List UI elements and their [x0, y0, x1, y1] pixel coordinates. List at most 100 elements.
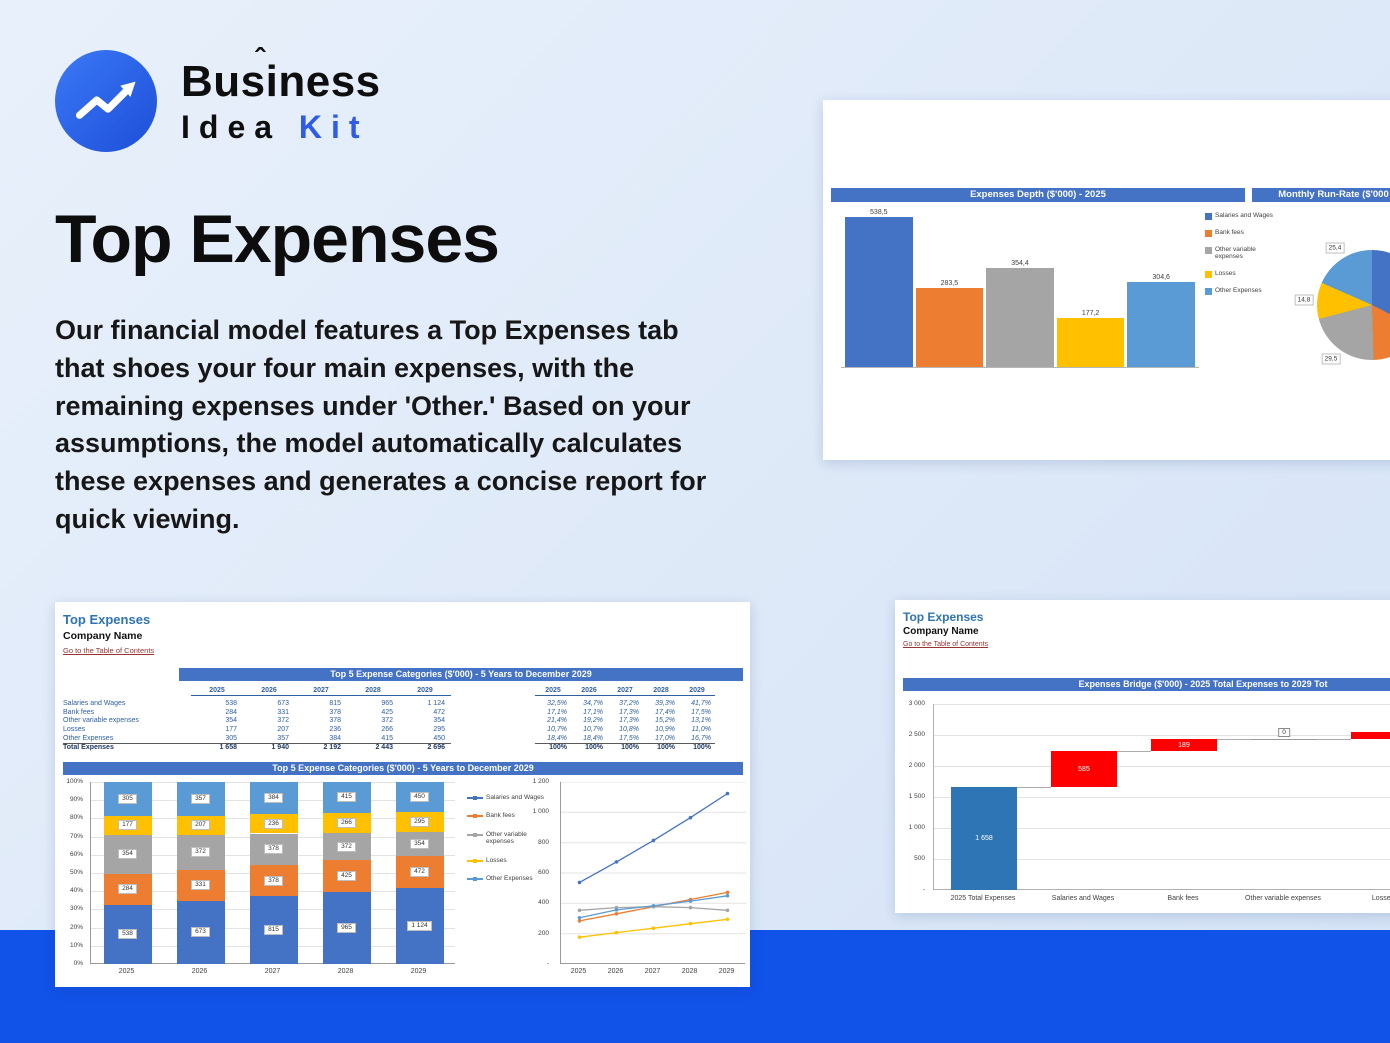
legend-label: Bank fees [486, 812, 515, 820]
stack-segment: 372 [176, 834, 225, 870]
y-tick-label: 800 [538, 838, 549, 846]
bar-column: 304,6 [1127, 274, 1195, 367]
value-cell: 1 124 [427, 699, 445, 707]
row-label: Bank fees [63, 708, 95, 716]
connector-line [1317, 739, 1351, 741]
pct-cell: 100% [693, 744, 711, 752]
x-tick-label: Other variable expenses [1245, 895, 1321, 902]
toc-link[interactable]: Go to the Table of Contents [903, 641, 989, 648]
segment-value-label: 673 [191, 927, 210, 938]
y-tick-label: 2 000 [908, 762, 925, 769]
gridline [934, 828, 1390, 829]
stack-segment: 266 [322, 812, 371, 833]
value-cell: 378 [329, 708, 341, 716]
table-row: Other Expenses 305 357 384 415 450 [63, 734, 451, 743]
year-header: 2029 [417, 687, 433, 694]
gridline [934, 859, 1390, 860]
sheet-title: Top Expenses [903, 610, 984, 624]
x-tick-label: 2025 [118, 968, 135, 975]
year-header: 2027 [313, 687, 329, 694]
stack-segment: 354 [103, 834, 152, 874]
bar-4 [1127, 282, 1195, 367]
table-row: Other variable expenses 354 372 378 372 354 [63, 717, 451, 726]
stack-segment: 673 [176, 900, 225, 964]
legend-item: Bank fees [1205, 229, 1273, 237]
legend-line-marker [467, 796, 483, 800]
x-tick-label: 2026 [607, 968, 624, 975]
bar-value-label: 354,4 [1011, 260, 1029, 268]
legend-label: Other Expenses [486, 875, 533, 883]
pct-body: 32,5% 34,7% 37,2% 39,3% 41,7% 17,1% 17,1% 17,3%… [535, 699, 715, 752]
pct-cell: 17,4% [655, 708, 675, 716]
bar-1 [915, 288, 984, 367]
bar-column: 354,4 [986, 260, 1054, 367]
pie-value-label: 29,5 [1321, 353, 1341, 365]
segment-value-label: 207 [191, 820, 210, 831]
legend-item: Losses [1205, 270, 1273, 278]
value-cell: 295 [433, 726, 445, 734]
legend-line-marker [467, 832, 483, 837]
line-chart [560, 781, 746, 964]
bar-value-label: 177,2 [1081, 309, 1100, 317]
value-cell: 177 [225, 726, 237, 734]
legend-item: Other Expenses [1205, 287, 1273, 295]
value-cell: 372 [381, 717, 393, 725]
year-header: 2026 [581, 687, 597, 694]
pct-row: 32,5% 34,7% 37,2% 39,3% 41,7% [535, 699, 715, 708]
segment-value-label: 354 [410, 839, 429, 850]
y-tick-label: 100% [66, 778, 83, 785]
pct-cell: 18,4% [583, 735, 603, 743]
y-tick-label: 3 000 [908, 700, 925, 707]
legend-item: Salaries and Wages [1205, 212, 1273, 220]
bridge-section-title: Expenses Bridge ($'000) - 2025 Total Exp… [903, 678, 1390, 691]
legend-item: Other variable expenses [467, 831, 553, 846]
legend-square-marker [1205, 270, 1212, 278]
bar-value-label: 189 [1178, 741, 1190, 749]
gridline [934, 704, 1390, 705]
legend-label: Other variable expenses [486, 830, 527, 846]
y-tick-label: - [922, 886, 925, 893]
pct-cell: 19,2% [583, 717, 603, 725]
value-cell: 378 [329, 717, 341, 725]
value-cell: 354 [225, 717, 237, 725]
stack-segment: 815 [249, 896, 298, 964]
stack-xaxis: 2025 2026 2027 2028 2029 [90, 968, 455, 978]
legend-item: Other Expenses [467, 875, 553, 882]
stack-segment: 378 [249, 833, 298, 865]
year-header: 2029 [689, 687, 705, 694]
x-tick-label: Bank fees [1167, 895, 1199, 902]
y-tick-label: - [546, 960, 549, 967]
value-cell: 284 [225, 708, 237, 716]
bridge-zero-label: 0 [1278, 728, 1290, 738]
stack-segment: 1 124 [395, 888, 444, 964]
value-cell: 354 [433, 717, 445, 725]
value-cell: 236 [329, 726, 341, 734]
legend-dot-marker [473, 877, 477, 882]
segment-value-label: 372 [337, 841, 356, 852]
y-tick-label: 70% [69, 832, 83, 840]
pct-row: 21,4% 19,2% 17,3% 15,2% 13,1% [535, 717, 715, 726]
x-tick-label: 2028 [337, 968, 354, 975]
value-cell: 207 [277, 726, 289, 734]
pct-cell: 10,9% [655, 726, 675, 734]
segment-value-label: 354 [118, 849, 137, 860]
line-xaxis: 2025 2026 2027 2028 2029 [560, 968, 745, 978]
value-cell: 372 [277, 717, 289, 725]
pct-cell: 11,0% [691, 726, 711, 734]
segment-value-label: 236 [264, 818, 283, 829]
legend-square-marker [1205, 247, 1212, 254]
bar-value-label: 585 [1078, 765, 1090, 773]
values-body: Salaries and Wages 538 673 815 965 1 124 Bank … [63, 699, 451, 752]
legend-square-marker [1205, 213, 1212, 220]
pct-cell: 32,5% [547, 699, 567, 707]
x-tick-label: 2029 [410, 968, 427, 975]
stack-segment: 284 [103, 873, 152, 905]
segment-value-label: 1 124 [407, 921, 432, 932]
pct-row: 10,7% 10,7% 10,8% 10,9% 11,0% [535, 725, 715, 734]
year-header: 2026 [261, 687, 277, 694]
table-row: Losses 177 207 236 266 295 [63, 725, 451, 734]
y-tick-label: 1 000 [908, 824, 925, 831]
legend-item: Other variable expenses [1205, 246, 1273, 261]
toc-link[interactable]: Go to the Table of Contents [63, 646, 155, 655]
